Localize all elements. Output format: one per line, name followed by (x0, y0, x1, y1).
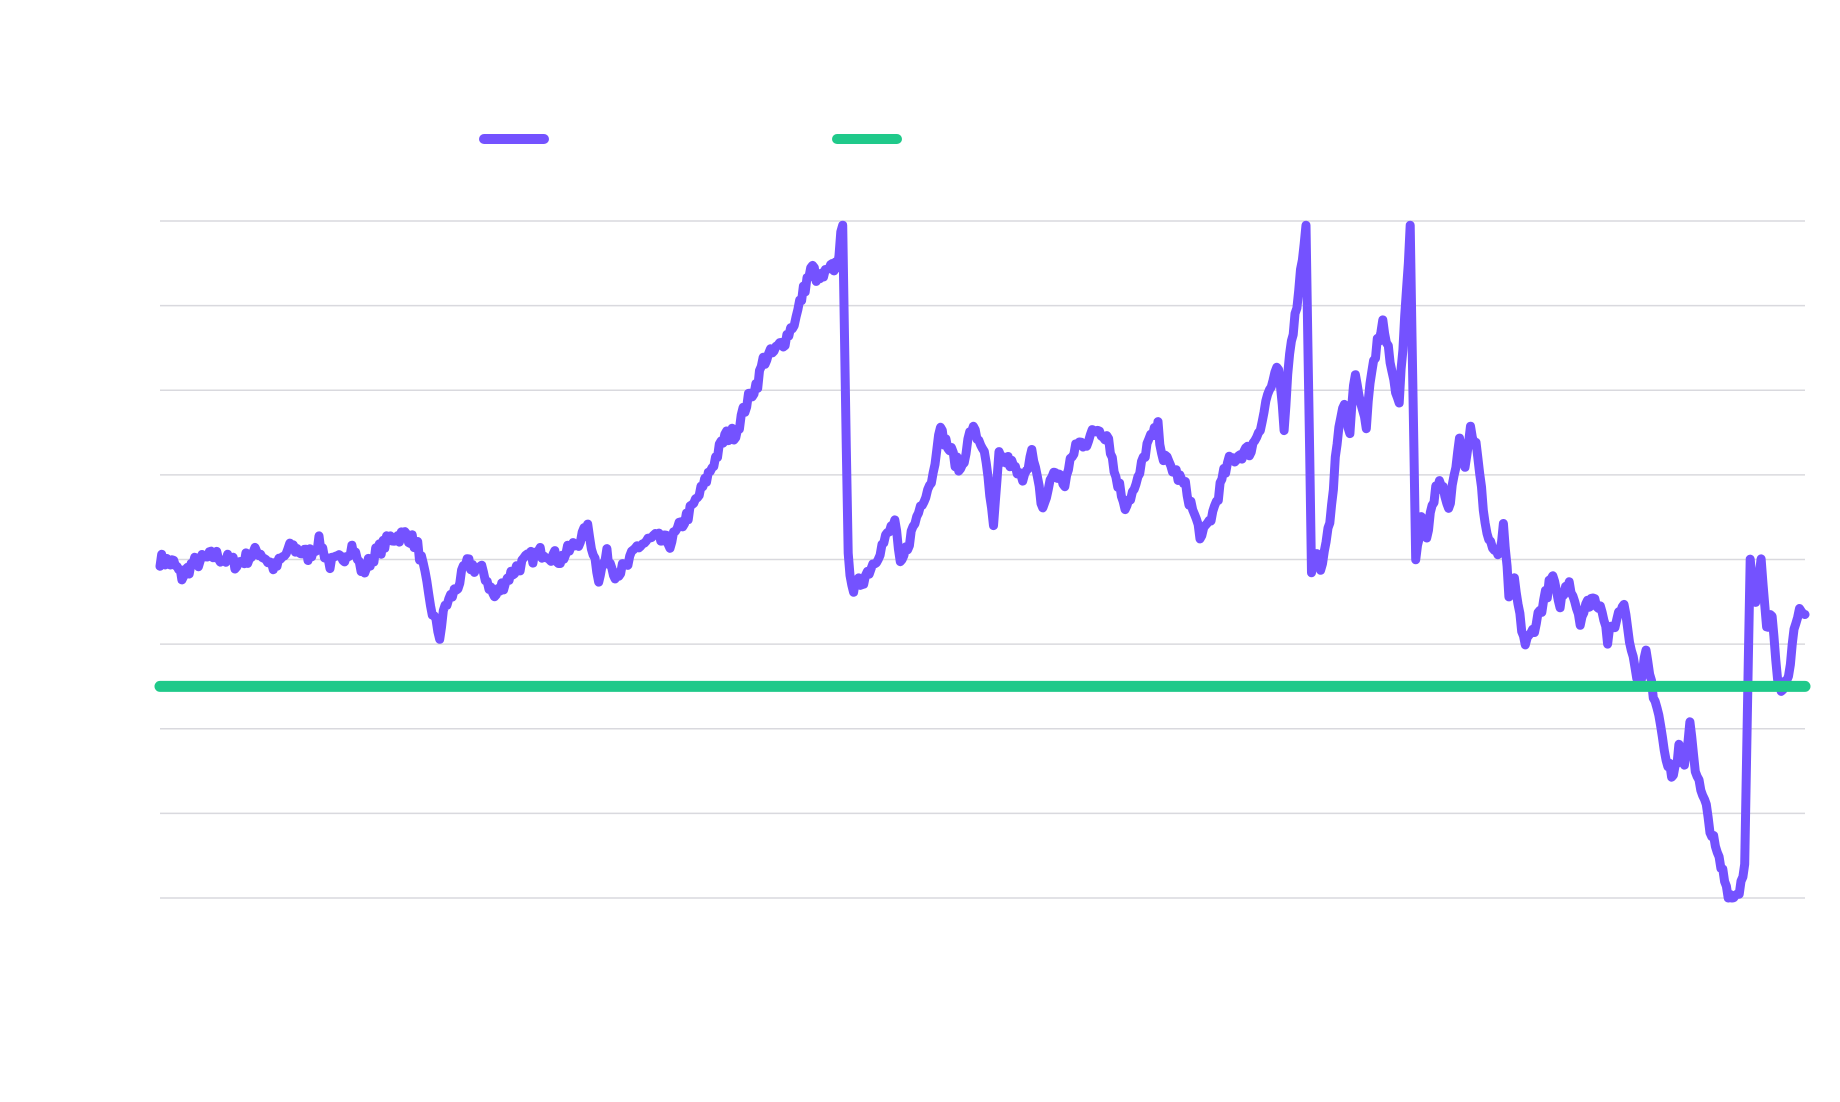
series-layer (154, 220, 1811, 903)
series-line-1 (155, 220, 1810, 903)
gridlines (160, 220, 1805, 899)
